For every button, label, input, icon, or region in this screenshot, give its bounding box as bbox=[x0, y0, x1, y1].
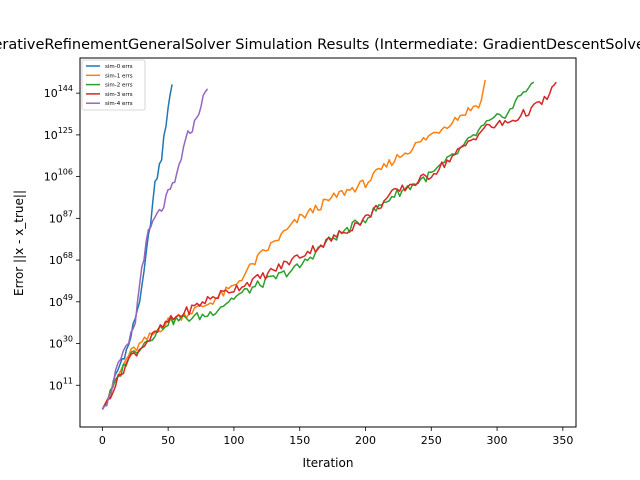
y-tick-label: 10125 bbox=[44, 126, 73, 142]
y-tick-label: 1087 bbox=[49, 209, 73, 225]
legend-box bbox=[81, 59, 146, 111]
legend-label: sim-0 errs bbox=[105, 64, 133, 70]
y-tick-label: 1030 bbox=[49, 335, 73, 351]
y-tick-label: 1068 bbox=[49, 251, 73, 267]
series-line-0 bbox=[101, 84, 173, 410]
y-tick-label: 10106 bbox=[44, 168, 73, 184]
legend: sim-0 errs sim-1 errs sim-2 errs sim-3 errs… bbox=[81, 59, 146, 111]
x-tick-label: 100 bbox=[223, 434, 244, 447]
series-line-2 bbox=[101, 81, 535, 410]
series-line-4 bbox=[101, 88, 209, 410]
x-axis: 0 50 100 150 200 250 300 350 bbox=[99, 427, 573, 447]
x-tick-label: 350 bbox=[552, 434, 573, 447]
plot-lines bbox=[101, 79, 557, 410]
series-line-3 bbox=[101, 81, 557, 410]
x-tick-label: 0 bbox=[99, 434, 106, 447]
chart-title: IterativeRefinementGeneralSolver Simulat… bbox=[0, 37, 640, 53]
x-tick-label: 150 bbox=[289, 434, 310, 447]
series-line-1 bbox=[101, 79, 486, 410]
y-axis-label: Error ||x - x_true|| bbox=[12, 190, 26, 296]
legend-label: sim-3 errs bbox=[105, 92, 133, 98]
x-tick-label: 250 bbox=[421, 434, 442, 447]
legend-label: sim-4 errs bbox=[105, 101, 133, 107]
y-tick-label: 1049 bbox=[49, 293, 73, 309]
y-tick-label: 1011 bbox=[49, 376, 73, 392]
plot-frame bbox=[79, 57, 577, 428]
y-axis: 1011 1030 1049 1068 1087 10106 10125 10144 bbox=[44, 84, 80, 392]
legend-label: sim-2 errs bbox=[105, 83, 133, 89]
y-tick-label: 10144 bbox=[44, 84, 73, 100]
x-tick-label: 50 bbox=[161, 434, 175, 447]
legend-label: sim-1 errs bbox=[105, 73, 133, 79]
x-axis-label: Iteration bbox=[303, 456, 354, 470]
x-tick-label: 300 bbox=[487, 434, 508, 447]
x-tick-label: 200 bbox=[355, 434, 376, 447]
